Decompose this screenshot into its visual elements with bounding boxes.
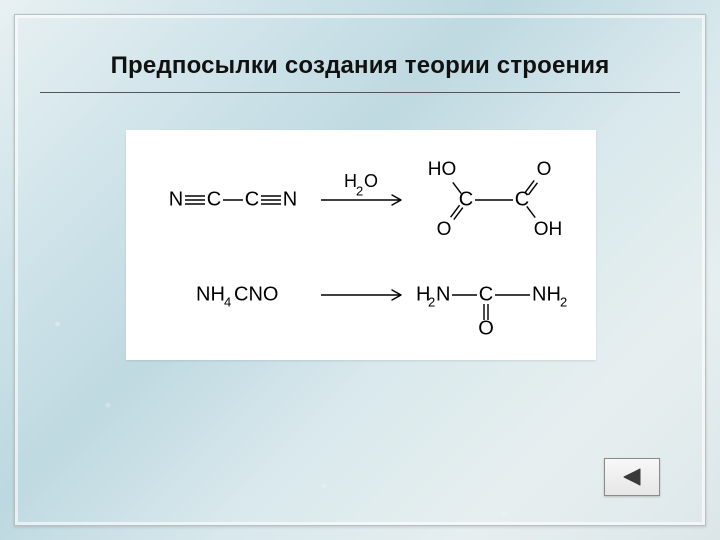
page-title: Предпосылки создания теории строения	[40, 52, 680, 80]
slide-root: Предпосылки создания теории строения N C C…	[0, 0, 720, 540]
svg-text:2: 2	[428, 295, 435, 310]
svg-text:NH: NH	[532, 283, 561, 305]
svg-text:OH: OH	[534, 219, 563, 240]
svg-text:O: O	[364, 171, 378, 191]
svg-text:C: C	[459, 188, 473, 210]
reaction-2: NH4CNOH2NCNH2O	[196, 283, 567, 339]
svg-text:C: C	[245, 188, 259, 210]
svg-text:2: 2	[560, 295, 567, 310]
svg-text:2: 2	[356, 184, 363, 199]
svg-text:C: C	[207, 188, 221, 210]
svg-text:O: O	[537, 159, 552, 180]
svg-text:O: O	[478, 317, 494, 339]
reaction-1: NCCNH2OCCHOOOOH	[169, 159, 562, 240]
chemistry-panel: NCCNH2OCCHOOOOH NH4CNOH2NCNH2O	[126, 130, 596, 360]
prev-slide-button[interactable]	[604, 458, 660, 496]
svg-text:NH: NH	[196, 283, 225, 305]
svg-text:N: N	[169, 188, 183, 210]
title-underline	[40, 92, 680, 93]
svg-text:N: N	[283, 188, 297, 210]
svg-text:CNO: CNO	[234, 283, 278, 305]
svg-text:O: O	[437, 219, 452, 240]
svg-text:HO: HO	[428, 159, 457, 180]
svg-text:N: N	[436, 283, 450, 305]
svg-text:C: C	[479, 283, 493, 305]
svg-text:4: 4	[224, 295, 231, 310]
reactions-svg: NCCNH2OCCHOOOOH NH4CNOH2NCNH2O	[126, 130, 596, 360]
triangle-left-icon	[620, 467, 644, 487]
